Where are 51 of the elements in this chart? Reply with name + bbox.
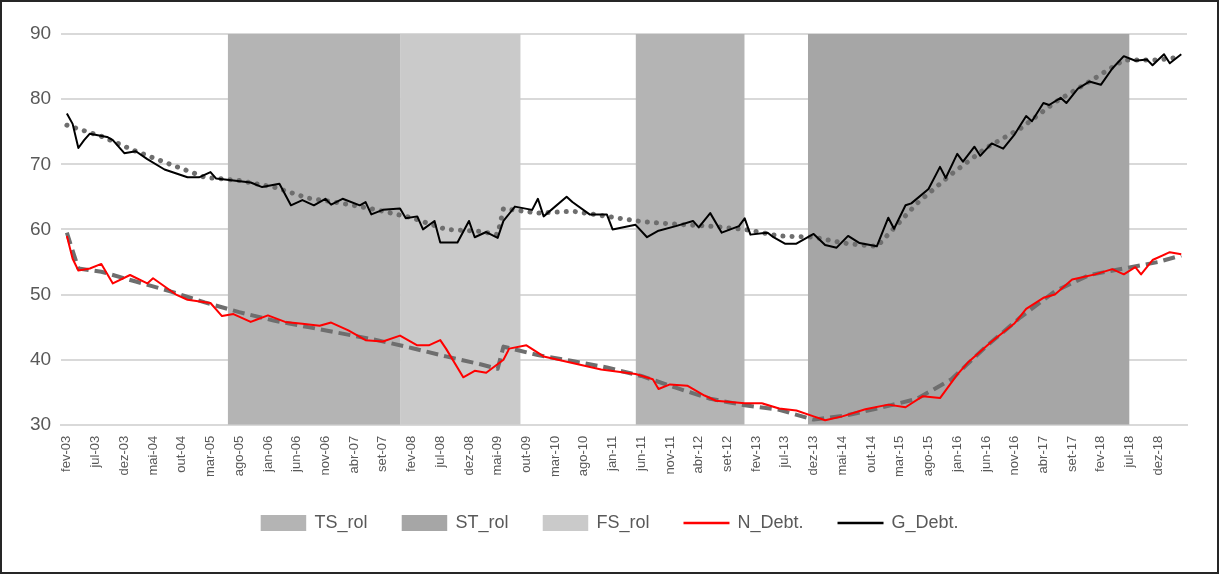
x-tick-label: out-09 [517, 435, 533, 473]
y-tick-label: 40 [29, 347, 52, 369]
x-tick-label: out-04 [173, 435, 189, 473]
x-tick-label: jan-06 [259, 435, 275, 473]
x-tick-label: fev-03 [58, 435, 74, 472]
x-tick-label: abr-12 [690, 435, 706, 474]
x-tick-label: out-14 [862, 435, 878, 473]
x-tick-label: jul-03 [87, 435, 103, 469]
x-tick-label: mai-09 [489, 435, 505, 476]
x-tick-label: fev-18 [1092, 435, 1108, 472]
legend-label: FS_rol [596, 511, 650, 533]
x-tick-label: set-17 [1063, 435, 1079, 472]
x-tick-label: ago-05 [230, 435, 246, 477]
x-tick-label: mar-15 [891, 435, 907, 478]
x-tick-label: jan-16 [948, 435, 964, 473]
x-tick-label: ago-15 [920, 435, 936, 477]
y-tick-label: 60 [29, 217, 52, 239]
x-tick-label: mar-05 [202, 435, 218, 478]
x-tick-label: jul-13 [776, 435, 792, 469]
x-tick-label: jun-11 [632, 435, 648, 473]
y-tick-label: 70 [29, 152, 52, 174]
y-tick-label: 90 [29, 22, 52, 44]
legend-label: G_Debt. [891, 511, 959, 533]
x-tick-label: fev-13 [747, 435, 763, 472]
x-tick-label: abr-07 [345, 435, 361, 474]
x-tick-label: mai-14 [833, 435, 849, 476]
x-tick-label: jul-08 [431, 435, 447, 469]
x-tick-label: dez-03 [115, 435, 131, 476]
x-tick-label: dez-18 [1149, 435, 1165, 476]
x-tick-label: jun-06 [288, 435, 304, 473]
x-tick-label: dez-08 [460, 435, 476, 476]
x-tick-label: mai-04 [144, 435, 160, 476]
x-tick-label: dez-13 [805, 435, 821, 476]
legend-label: TS_rol [314, 511, 368, 533]
x-tick-label: set-12 [719, 435, 735, 472]
y-tick-label: 50 [29, 282, 52, 304]
y-tick-label: 80 [29, 87, 52, 109]
x-tick-label: nov-06 [316, 435, 332, 476]
x-tick-label: fev-08 [403, 435, 419, 472]
x-tick-label: jul-18 [1121, 435, 1137, 469]
x-tick-label: ago-10 [575, 435, 591, 477]
x-tick-label: nov-16 [1006, 435, 1022, 476]
y-tick-label: 30 [29, 413, 52, 435]
x-tick-label: abr-17 [1034, 435, 1050, 474]
x-tick-label: mar-10 [546, 435, 562, 478]
legend-label: N_Debt. [737, 511, 804, 533]
x-tick-label: nov-11 [661, 435, 677, 475]
x-tick-label: set-07 [374, 435, 390, 472]
legend-label: ST_rol [455, 511, 509, 533]
x-tick-label: jan-11 [604, 435, 620, 473]
x-tick-label: jun-16 [977, 435, 993, 473]
